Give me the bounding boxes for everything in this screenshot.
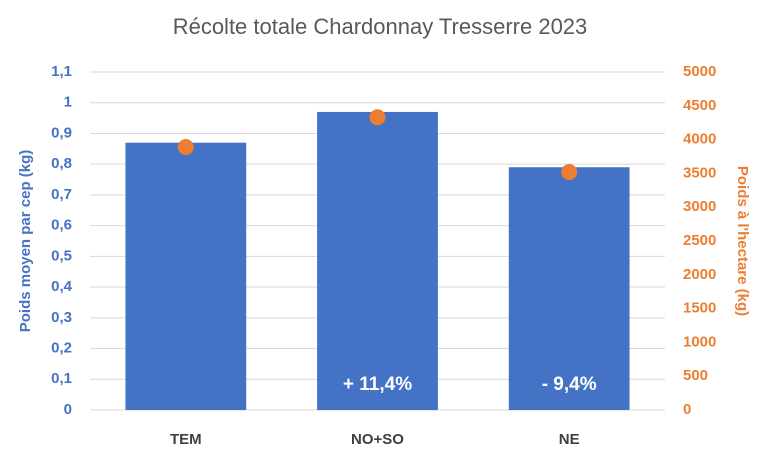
x-tick-label: NO+SO	[351, 431, 404, 448]
y-tick-label: 0,2	[51, 340, 72, 357]
y2-tick-label: 4000	[683, 131, 716, 148]
y-tick-label: 1,1	[51, 63, 72, 80]
annotation: - 9,4%	[542, 374, 597, 395]
y-tick-label: 0,3	[51, 309, 72, 326]
y2-tick-label: 0	[683, 401, 691, 418]
y-tick-label: 0,1	[51, 370, 72, 387]
dot	[561, 164, 578, 181]
y-tick-label: 0	[64, 401, 72, 418]
y-tick-label: 0,4	[51, 278, 73, 295]
y2-tick-label: 1000	[683, 333, 716, 350]
y2-tick-label: 4500	[683, 97, 716, 114]
y-tick-label: 0,7	[51, 186, 72, 203]
y2-tick-label: 2000	[683, 266, 716, 283]
y-tick-label: 0,9	[51, 124, 72, 141]
y-tick-label: 0,5	[51, 247, 72, 264]
annotation: + 11,4%	[343, 374, 412, 395]
y2-tick-label: 500	[683, 367, 708, 384]
y2-axis-title: Poids à l'hectare (kg)	[734, 166, 751, 316]
bar	[508, 167, 630, 410]
y-axis-title: Poids moyen par cep (kg)	[17, 150, 34, 333]
bar	[125, 142, 247, 410]
y-tick-label: 0,8	[51, 155, 72, 172]
y-tick-label: 1	[64, 94, 72, 111]
dot	[177, 139, 194, 156]
chart-title: Récolte totale Chardonnay Tresserre 2023	[173, 14, 588, 39]
dot	[369, 109, 386, 126]
y2-tick-label: 3000	[683, 198, 716, 215]
y2-tick-label: 3500	[683, 164, 716, 181]
y-tick-label: 0,6	[51, 217, 72, 234]
bar	[317, 111, 438, 410]
x-tick-label: TEM	[170, 431, 202, 448]
y2-tick-label: 5000	[683, 63, 716, 80]
y2-tick-label: 2500	[683, 232, 716, 249]
y2-tick-label: 1500	[683, 300, 716, 317]
x-tick-label: NE	[559, 431, 580, 448]
